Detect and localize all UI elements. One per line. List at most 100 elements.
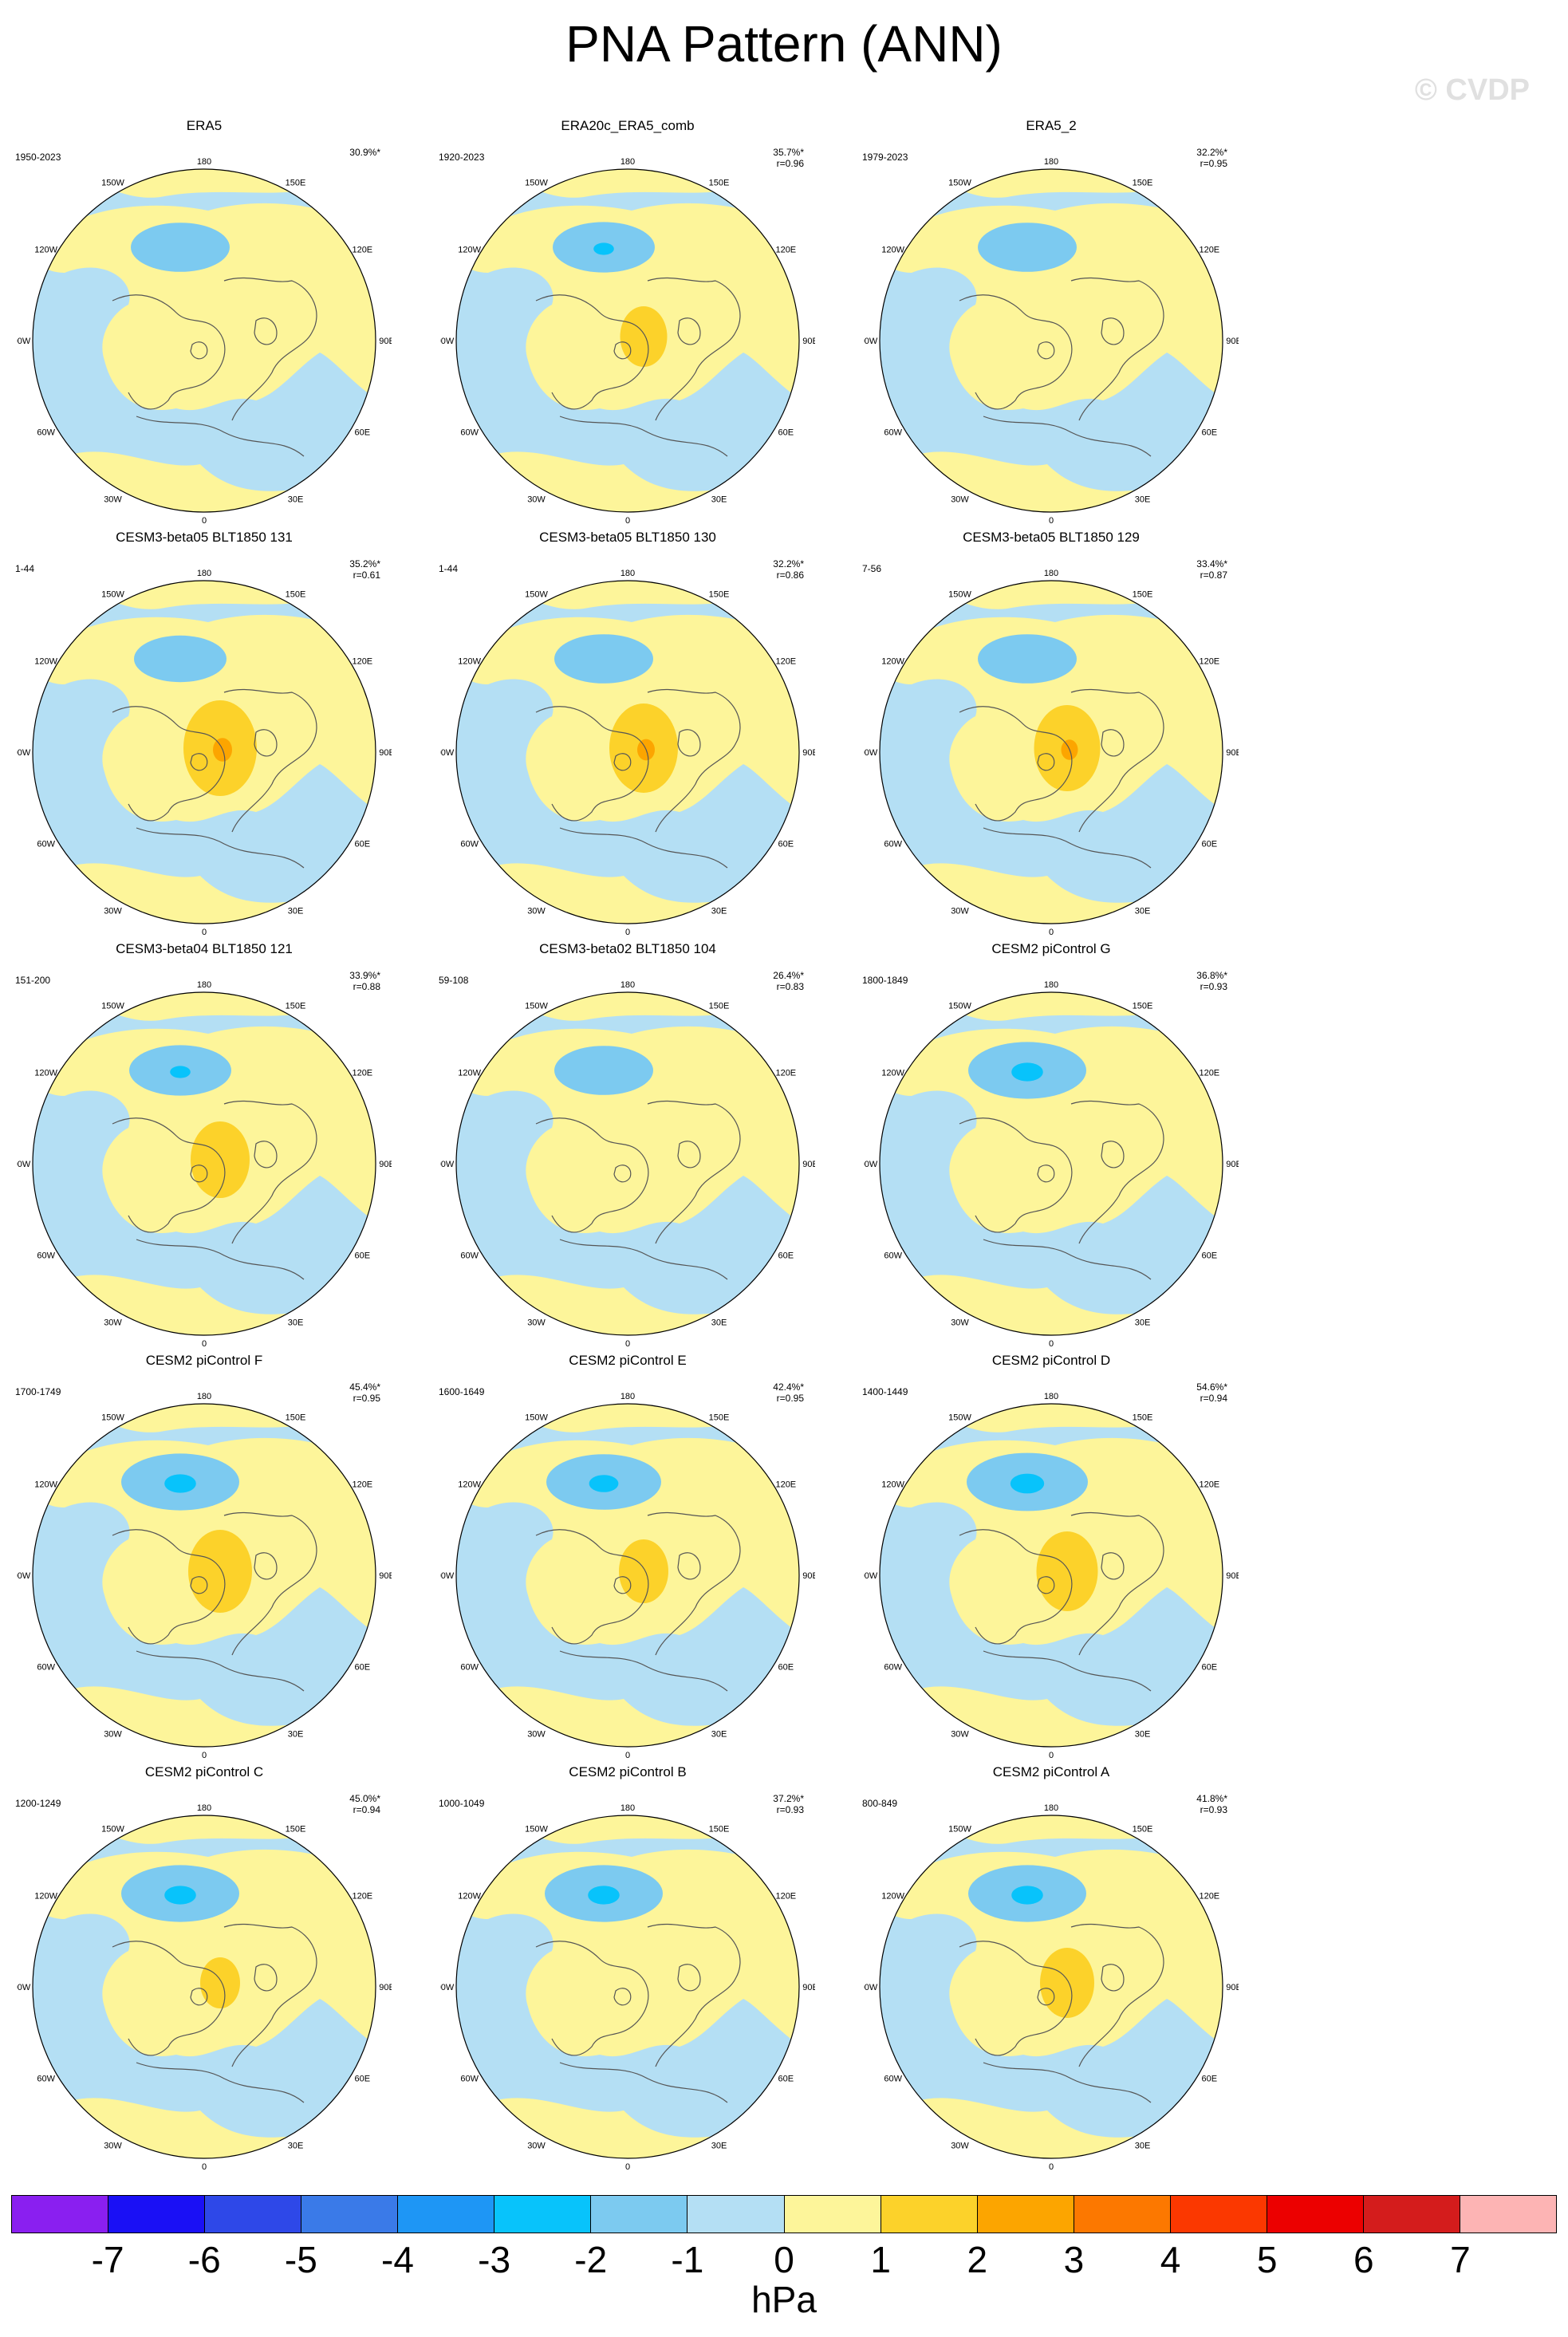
panel-stats: 26.4%* r=0.83 bbox=[773, 970, 804, 992]
coastline bbox=[1070, 1100, 1164, 1244]
longitude-label: 30E bbox=[1135, 495, 1151, 504]
map-boundary bbox=[32, 168, 376, 513]
colorbar-swatch bbox=[977, 2196, 1074, 2233]
polar-map: 180 150E 120E 90E 60E 30E 0 30W 60W 90W 120W 150W bbox=[17, 1392, 392, 1760]
variance-percent: 26.4%* bbox=[773, 970, 804, 981]
coastline bbox=[1101, 1552, 1125, 1580]
coastline bbox=[223, 277, 317, 421]
map-boundary bbox=[455, 991, 800, 1336]
coastline bbox=[535, 706, 649, 822]
map-panel: ERA20c_ERA5_comb 1920-2023 35.7%* r=0.96 180… bbox=[424, 118, 831, 529]
longitude-label: 0 bbox=[202, 1751, 207, 1760]
positive-anomaly-band bbox=[81, 581, 328, 609]
coastline bbox=[535, 1941, 649, 2056]
panel-stats: 35.7%* r=0.96 bbox=[773, 147, 804, 169]
pacific-low-core bbox=[589, 1475, 619, 1492]
longitude-label: 150W bbox=[525, 1825, 548, 1835]
longitude-label: 30W bbox=[527, 906, 546, 916]
panel-years: 1800-1849 bbox=[862, 975, 908, 986]
longitude-label: 150W bbox=[525, 1413, 548, 1423]
longitude-label: 90E bbox=[379, 1983, 392, 1992]
longitude-label: 90E bbox=[379, 748, 392, 758]
pacific-low-anomaly bbox=[131, 223, 230, 272]
polar-map: 180 150E 120E 90E 60E 30E 0 30W 60W 90W 120W 150W bbox=[440, 1803, 815, 2172]
map-panel: ERA5_2 1979-2023 32.2%* r=0.95 180 150E 120E 90… bbox=[848, 118, 1255, 529]
pattern-correlation: r=0.95 bbox=[776, 1393, 804, 1404]
variance-percent: 32.2%* bbox=[1196, 147, 1227, 158]
coastline bbox=[1101, 317, 1125, 345]
longitude-label: 30W bbox=[527, 2141, 546, 2150]
longitude-label: 150E bbox=[1133, 590, 1153, 600]
colorbar-tick-label: -5 bbox=[284, 2239, 317, 2280]
longitude-label: 120W bbox=[34, 1069, 57, 1078]
pattern-correlation: r=0.96 bbox=[776, 158, 804, 169]
longitude-label: 0 bbox=[1049, 928, 1054, 937]
longitude-label: 120E bbox=[1199, 1892, 1219, 1902]
panel-years: 1979-2023 bbox=[862, 152, 908, 163]
panel-stats: 32.2%* r=0.95 bbox=[1196, 147, 1227, 169]
pacific-low-anomaly bbox=[134, 635, 227, 683]
colorbar-tick-label: 0 bbox=[774, 2239, 794, 2280]
longitude-label: 90E bbox=[379, 1160, 392, 1169]
longitude-label: 60W bbox=[37, 2075, 55, 2084]
panel-title: CESM2 piControl E bbox=[569, 1353, 687, 1368]
longitude-label: 180 bbox=[1044, 1392, 1058, 1401]
panel-stats: 42.4%* r=0.95 bbox=[773, 1381, 804, 1404]
longitude-label: 90W bbox=[17, 748, 31, 758]
pacific-low-core bbox=[1011, 1886, 1043, 1905]
panel-title: CESM2 piControl A bbox=[992, 1764, 1110, 1779]
panel-stats: 36.8%* r=0.93 bbox=[1196, 970, 1227, 992]
colorbar-swatch bbox=[1460, 2196, 1556, 2233]
north-america-high-anomaly bbox=[620, 306, 668, 367]
longitude-label: 120W bbox=[881, 1480, 904, 1490]
longitude-label: 60W bbox=[884, 1663, 902, 1673]
map-boundary bbox=[879, 580, 1223, 924]
map-boundary bbox=[32, 991, 376, 1336]
colorbar-swatch bbox=[494, 2196, 592, 2233]
coastline bbox=[223, 1100, 317, 1244]
longitude-label: 60E bbox=[778, 2075, 794, 2084]
polar-map: 180 150E 120E 90E 60E 30E 0 30W 60W 90W 120W 150W bbox=[864, 980, 1239, 1349]
longitude-label: 30W bbox=[104, 906, 122, 916]
polar-map: 180 150E 120E 90E 60E 30E 0 30W 60W 90W 120W 150W bbox=[864, 1803, 1239, 2172]
longitude-label: 120E bbox=[352, 657, 372, 667]
longitude-label: 90W bbox=[440, 1983, 455, 1992]
longitude-label: 120E bbox=[352, 1892, 372, 1902]
panel-stats: 37.2%* r=0.93 bbox=[773, 1793, 804, 1815]
map-panel: CESM3-beta05 BLT1850 129 7-56 33.4%* r=0.87… bbox=[848, 530, 1255, 940]
longitude-label: 60E bbox=[1202, 428, 1218, 438]
longitude-label: 60E bbox=[1202, 1663, 1218, 1673]
coastline bbox=[1070, 1511, 1164, 1656]
panel-title: CESM2 piControl B bbox=[569, 1764, 687, 1779]
longitude-label: 90W bbox=[17, 1160, 31, 1169]
coastline bbox=[559, 1239, 728, 1280]
longitude-label: 30E bbox=[288, 495, 304, 504]
panel-years: 151-200 bbox=[15, 975, 51, 986]
coastline bbox=[254, 729, 278, 757]
longitude-label: 90W bbox=[440, 337, 455, 346]
longitude-label: 30E bbox=[1135, 2141, 1151, 2150]
map-boundary bbox=[455, 1403, 800, 1748]
variance-percent: 45.0%* bbox=[349, 1793, 380, 1804]
colorbar-tick-label: -4 bbox=[381, 2239, 414, 2280]
map-panel: CESM2 piControl C 1200-1249 45.0%* r=0.94 18… bbox=[1, 1764, 408, 2175]
longitude-label: 150W bbox=[101, 179, 124, 188]
longitude-label: 0 bbox=[1049, 516, 1054, 526]
map-boundary bbox=[879, 1815, 1223, 2159]
positive-anomaly-region bbox=[33, 1850, 376, 2056]
longitude-label: 150W bbox=[948, 1002, 971, 1011]
longitude-label: 90E bbox=[1226, 337, 1239, 346]
longitude-label: 150W bbox=[948, 590, 971, 600]
longitude-label: 150E bbox=[709, 1825, 730, 1835]
coastline bbox=[983, 827, 1152, 869]
longitude-label: 60W bbox=[460, 428, 479, 438]
variance-percent: 30.9%* bbox=[349, 147, 380, 158]
longitude-label: 30W bbox=[951, 1729, 969, 1739]
longitude-label: 150E bbox=[286, 1413, 306, 1423]
longitude-label: 120E bbox=[1199, 1480, 1219, 1490]
variance-percent: 42.4%* bbox=[773, 1381, 804, 1393]
longitude-label: 120W bbox=[458, 1892, 481, 1902]
colorbar-swatch bbox=[12, 2196, 109, 2233]
longitude-label: 60W bbox=[884, 2075, 902, 2084]
coastline bbox=[1101, 1141, 1125, 1168]
